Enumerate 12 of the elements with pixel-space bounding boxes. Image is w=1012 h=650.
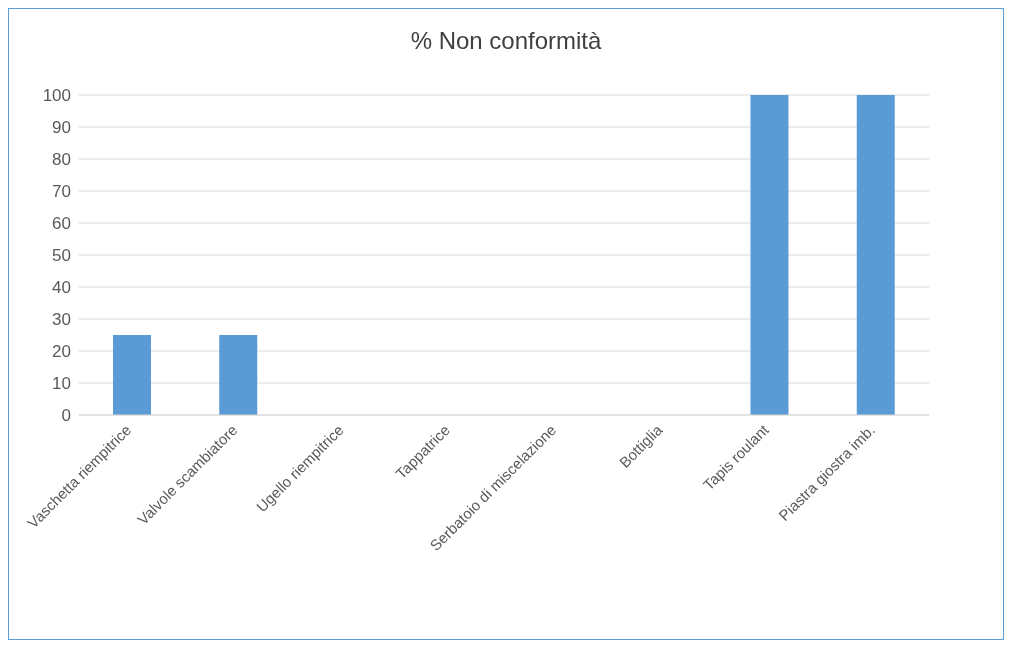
y-tick-label: 30 <box>52 310 71 330</box>
y-tick-label: 20 <box>52 342 71 362</box>
y-tick-label: 0 <box>61 406 71 426</box>
chart-title: % Non conformità <box>409 27 603 55</box>
y-tick-label: 50 <box>52 246 71 266</box>
y-tick-label: 40 <box>52 278 71 298</box>
y-tick-label: 100 <box>42 86 71 106</box>
y-tick-label: 80 <box>52 150 71 170</box>
y-tick-label: 60 <box>52 214 71 234</box>
y-tick-label: 90 <box>52 118 71 138</box>
y-tick-label: 70 <box>52 182 71 202</box>
y-tick-label: 10 <box>52 374 71 394</box>
